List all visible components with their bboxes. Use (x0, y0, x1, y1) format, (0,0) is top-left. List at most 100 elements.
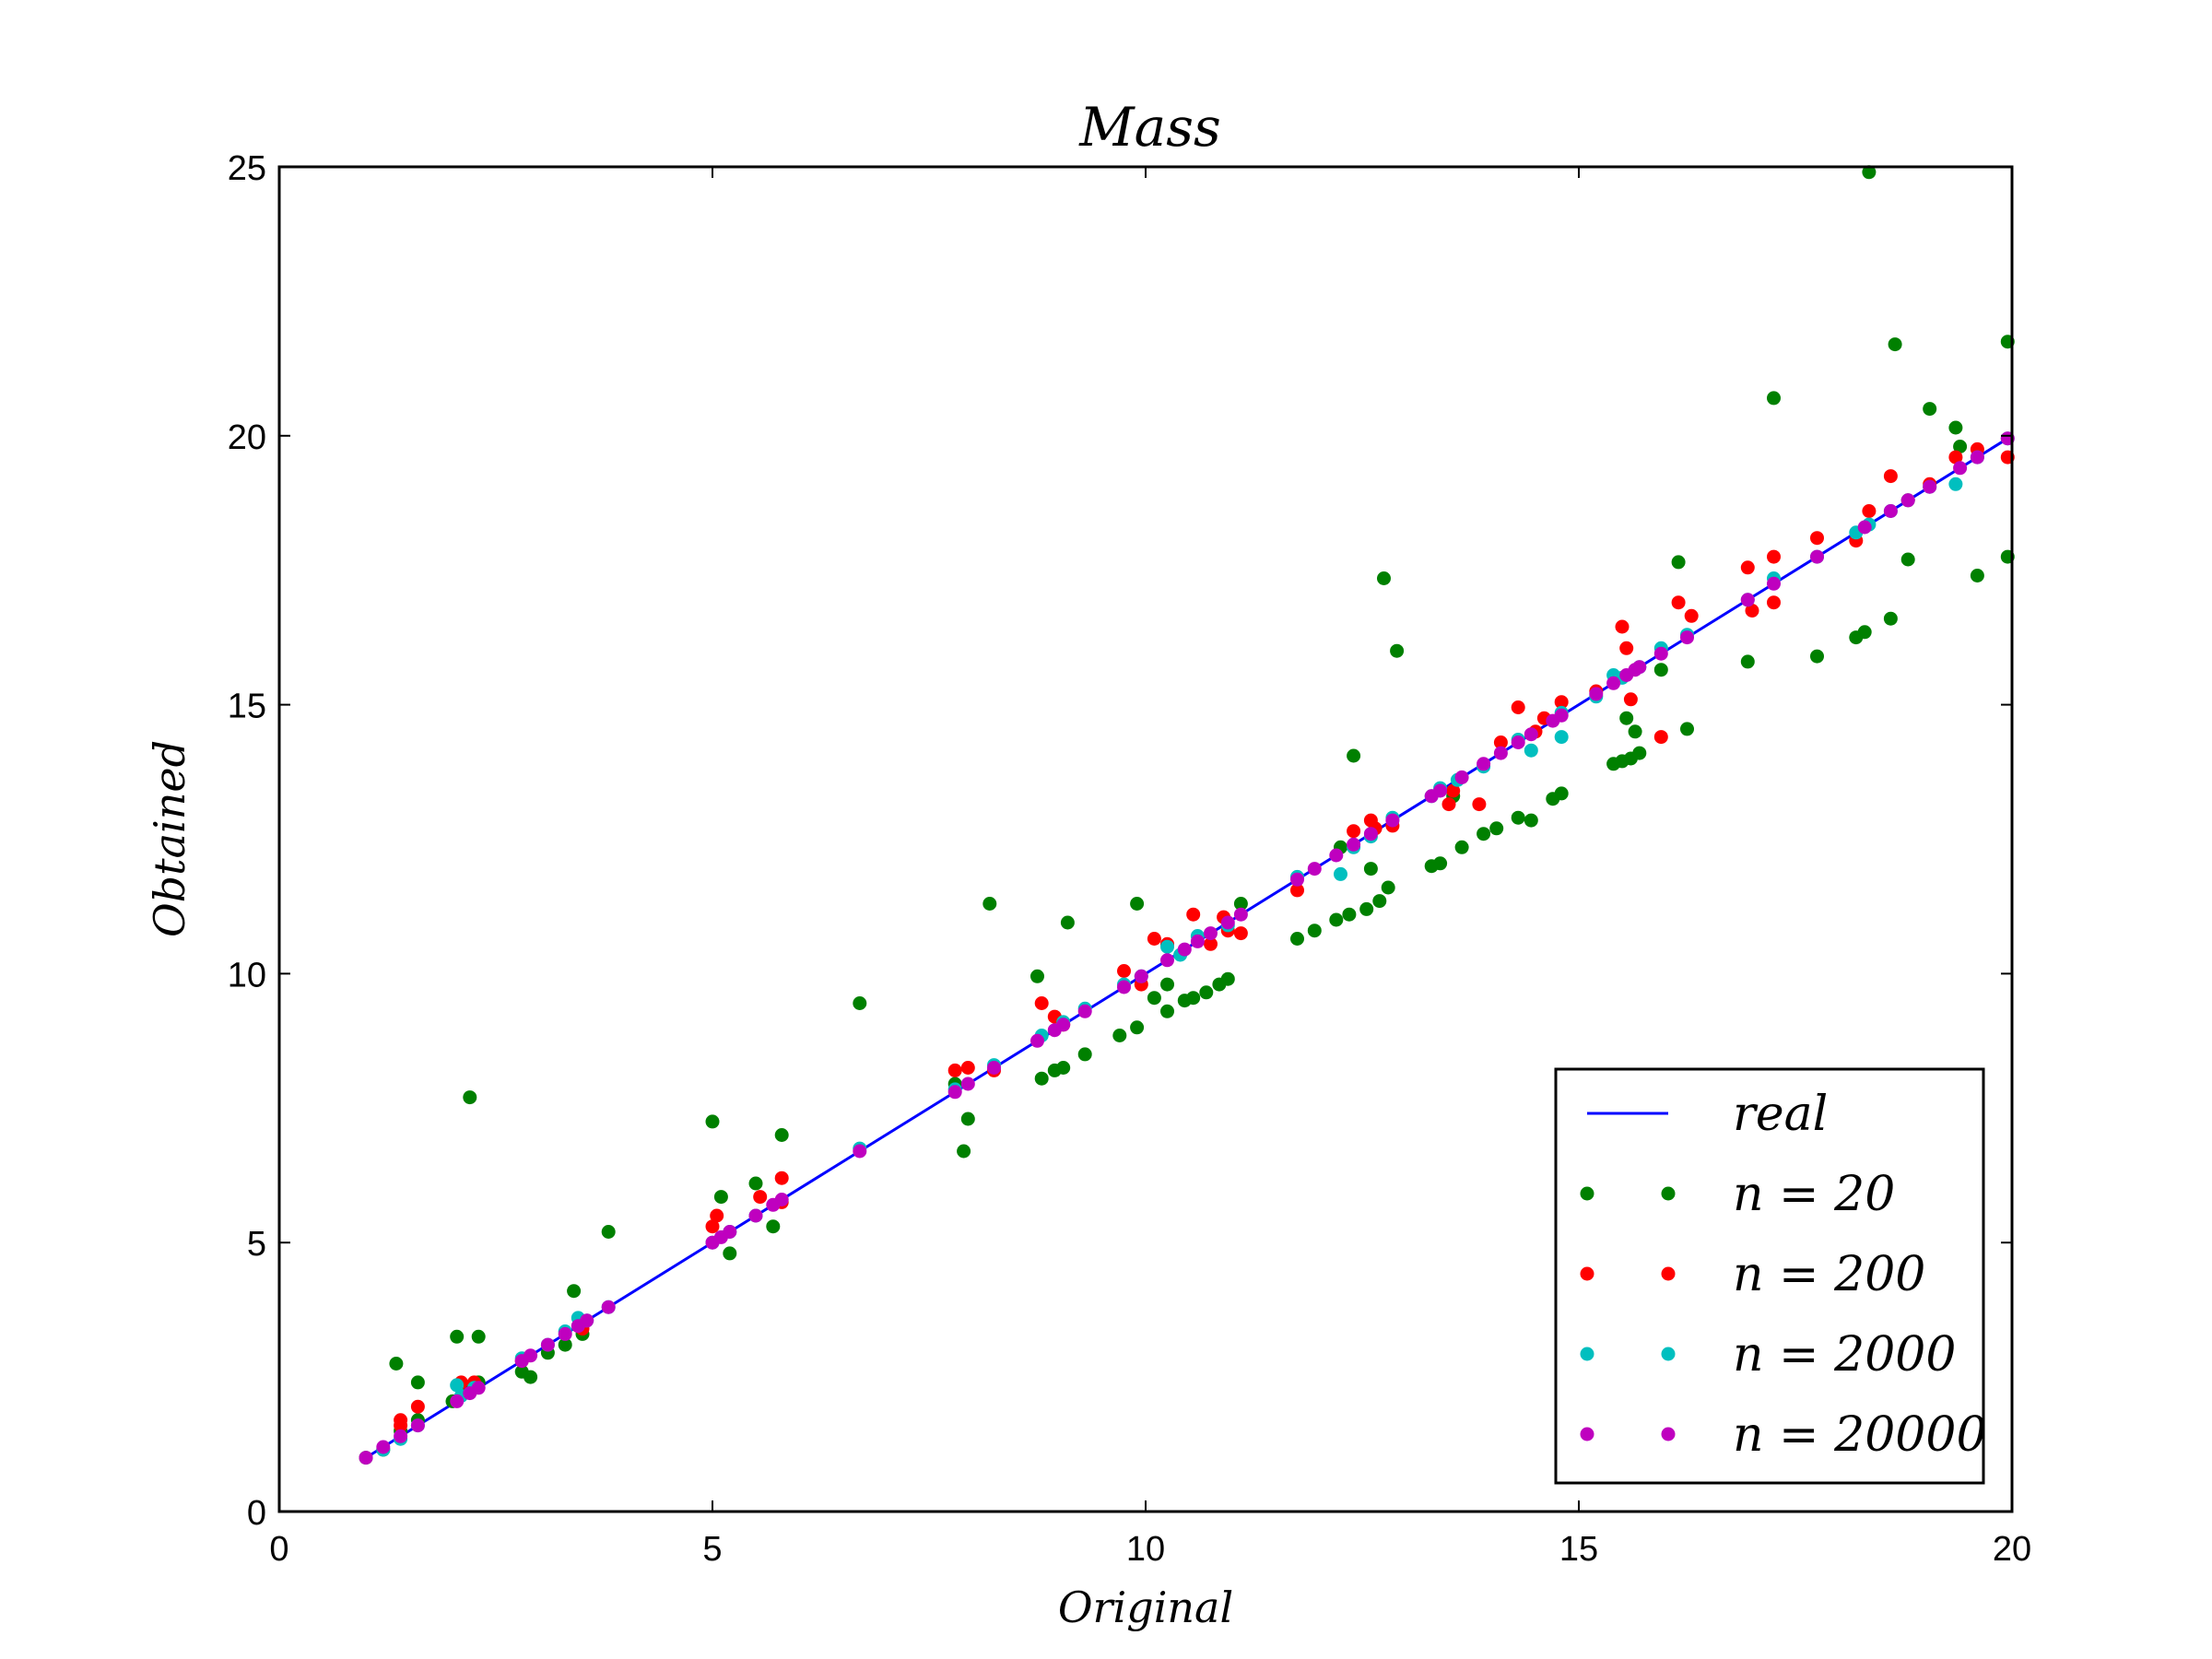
point-n=200 (1147, 932, 1161, 946)
point-n=20000 (1329, 848, 1344, 863)
legend-label-real: real (1733, 1087, 1828, 1142)
point-n=20 (1628, 724, 1642, 739)
series-n=20000 (359, 431, 2015, 1465)
point-n=20000 (1177, 942, 1192, 957)
point-n=20 (1767, 391, 1781, 406)
y-tick-label: 10 (228, 956, 266, 994)
point-n=20 (1511, 810, 1525, 825)
x-axis-label: Original (1058, 1583, 1233, 1632)
legend-marker-n=20 (1661, 1186, 1676, 1201)
point-n=20000 (1923, 479, 1937, 494)
axis-ticks: 0 5 10 15 20 0 5 10 15 20 25 (228, 149, 2031, 1569)
point-n=20 (1381, 880, 1395, 895)
point-n=20000 (1767, 576, 1781, 591)
point-n=20 (774, 1128, 789, 1142)
point-n=2000 (450, 1378, 465, 1393)
point-n=20 (1554, 786, 1569, 801)
point-n=20000 (1857, 520, 1872, 535)
point-n=200 (1767, 549, 1781, 564)
point-n=20000 (1077, 1004, 1092, 1018)
point-n=20 (1740, 654, 1755, 669)
point-n=200 (1740, 560, 1755, 575)
point-n=2000 (1948, 477, 1963, 491)
point-n=200 (1290, 883, 1304, 898)
point-n=20 (1862, 165, 1877, 180)
point-n=20 (766, 1219, 781, 1234)
x-tick-label: 15 (1559, 1530, 1598, 1569)
point-n=20 (558, 1337, 572, 1352)
point-n=20 (1810, 649, 1824, 664)
y-axis-label: Obtained (145, 740, 194, 937)
y-tick-label: 0 (247, 1494, 266, 1533)
point-n=20 (1363, 862, 1378, 877)
point-n=20 (1477, 827, 1491, 841)
point-n=20 (1290, 932, 1304, 946)
point-n=20 (1948, 420, 1963, 435)
point-n=20000 (394, 1429, 408, 1443)
point-n=20000 (1220, 915, 1235, 930)
legend-marker-n=200 (1580, 1266, 1594, 1281)
x-tick-label: 5 (702, 1530, 722, 1569)
point-n=200 (1117, 964, 1131, 978)
point-n=20 (1857, 625, 1872, 640)
point-n=20 (1632, 746, 1647, 760)
point-n=20 (1619, 711, 1634, 725)
legend-frame (1554, 1067, 1985, 1485)
legend-entries: real n = 20 n = 200 n = 2000 n = 20000 (1580, 1087, 1987, 1463)
point-n=20000 (1953, 461, 1968, 476)
point-n=200 (394, 1413, 408, 1428)
point-n=20 (1130, 1020, 1145, 1035)
point-n=20000 (1190, 934, 1205, 948)
point-n=200 (1511, 700, 1525, 714)
point-n=2000 (1334, 866, 1347, 881)
point-n=20000 (1030, 1033, 1044, 1048)
point-n=20000 (1290, 872, 1304, 887)
point-n=20000 (558, 1326, 572, 1341)
point-n=200 (753, 1190, 768, 1205)
point-n=20000 (450, 1394, 465, 1408)
point-n=20 (1220, 971, 1235, 986)
point-n=200 (1684, 608, 1699, 623)
point-n=20000 (1883, 504, 1898, 518)
x-tick-label: 20 (1993, 1530, 2031, 1569)
point-n=20 (1680, 722, 1694, 736)
point-n=20 (1342, 907, 1357, 922)
point-n=20 (1034, 1071, 1049, 1086)
point-n=20 (1671, 555, 1686, 570)
point-n=20000 (1900, 493, 1915, 508)
point-n=200 (1862, 504, 1877, 518)
chart-title: Mass (1078, 96, 1221, 159)
point-n=20000 (1363, 827, 1378, 841)
point-n=200 (410, 1399, 425, 1414)
point-n=200 (1671, 595, 1686, 610)
point-n=20000 (748, 1208, 763, 1223)
point-n=20000 (580, 1313, 594, 1328)
point-n=20000 (1204, 926, 1218, 941)
point-n=200 (947, 1063, 962, 1077)
point-n=200 (960, 1061, 975, 1075)
point-n=20 (960, 1112, 975, 1126)
point-n=200 (1441, 797, 1456, 812)
point-n=20000 (1056, 1018, 1071, 1032)
point-n=200 (1034, 996, 1049, 1010)
y-tick-label: 5 (247, 1225, 266, 1264)
point-n=20000 (540, 1337, 555, 1352)
point-n=20 (1199, 985, 1214, 1000)
y-tick-label: 25 (228, 149, 266, 188)
point-n=20 (601, 1225, 616, 1239)
legend-label-n=20: n = 20 (1733, 1167, 1895, 1222)
point-n=200 (1347, 824, 1361, 839)
point-n=20000 (1233, 907, 1248, 922)
point-n=200 (1623, 692, 1638, 707)
point-n=20 (1454, 840, 1469, 854)
legend-marker-n=2000 (1661, 1347, 1676, 1361)
point-n=20000 (1810, 549, 1824, 564)
point-n=200 (710, 1208, 724, 1223)
point-n=20 (463, 1090, 477, 1105)
point-n=200 (1493, 735, 1508, 749)
point-n=200 (1810, 531, 1824, 546)
legend-marker-n=2000 (1580, 1347, 1594, 1361)
point-n=20 (853, 996, 867, 1010)
point-n=20 (389, 1357, 404, 1371)
point-n=20000 (1433, 783, 1448, 798)
